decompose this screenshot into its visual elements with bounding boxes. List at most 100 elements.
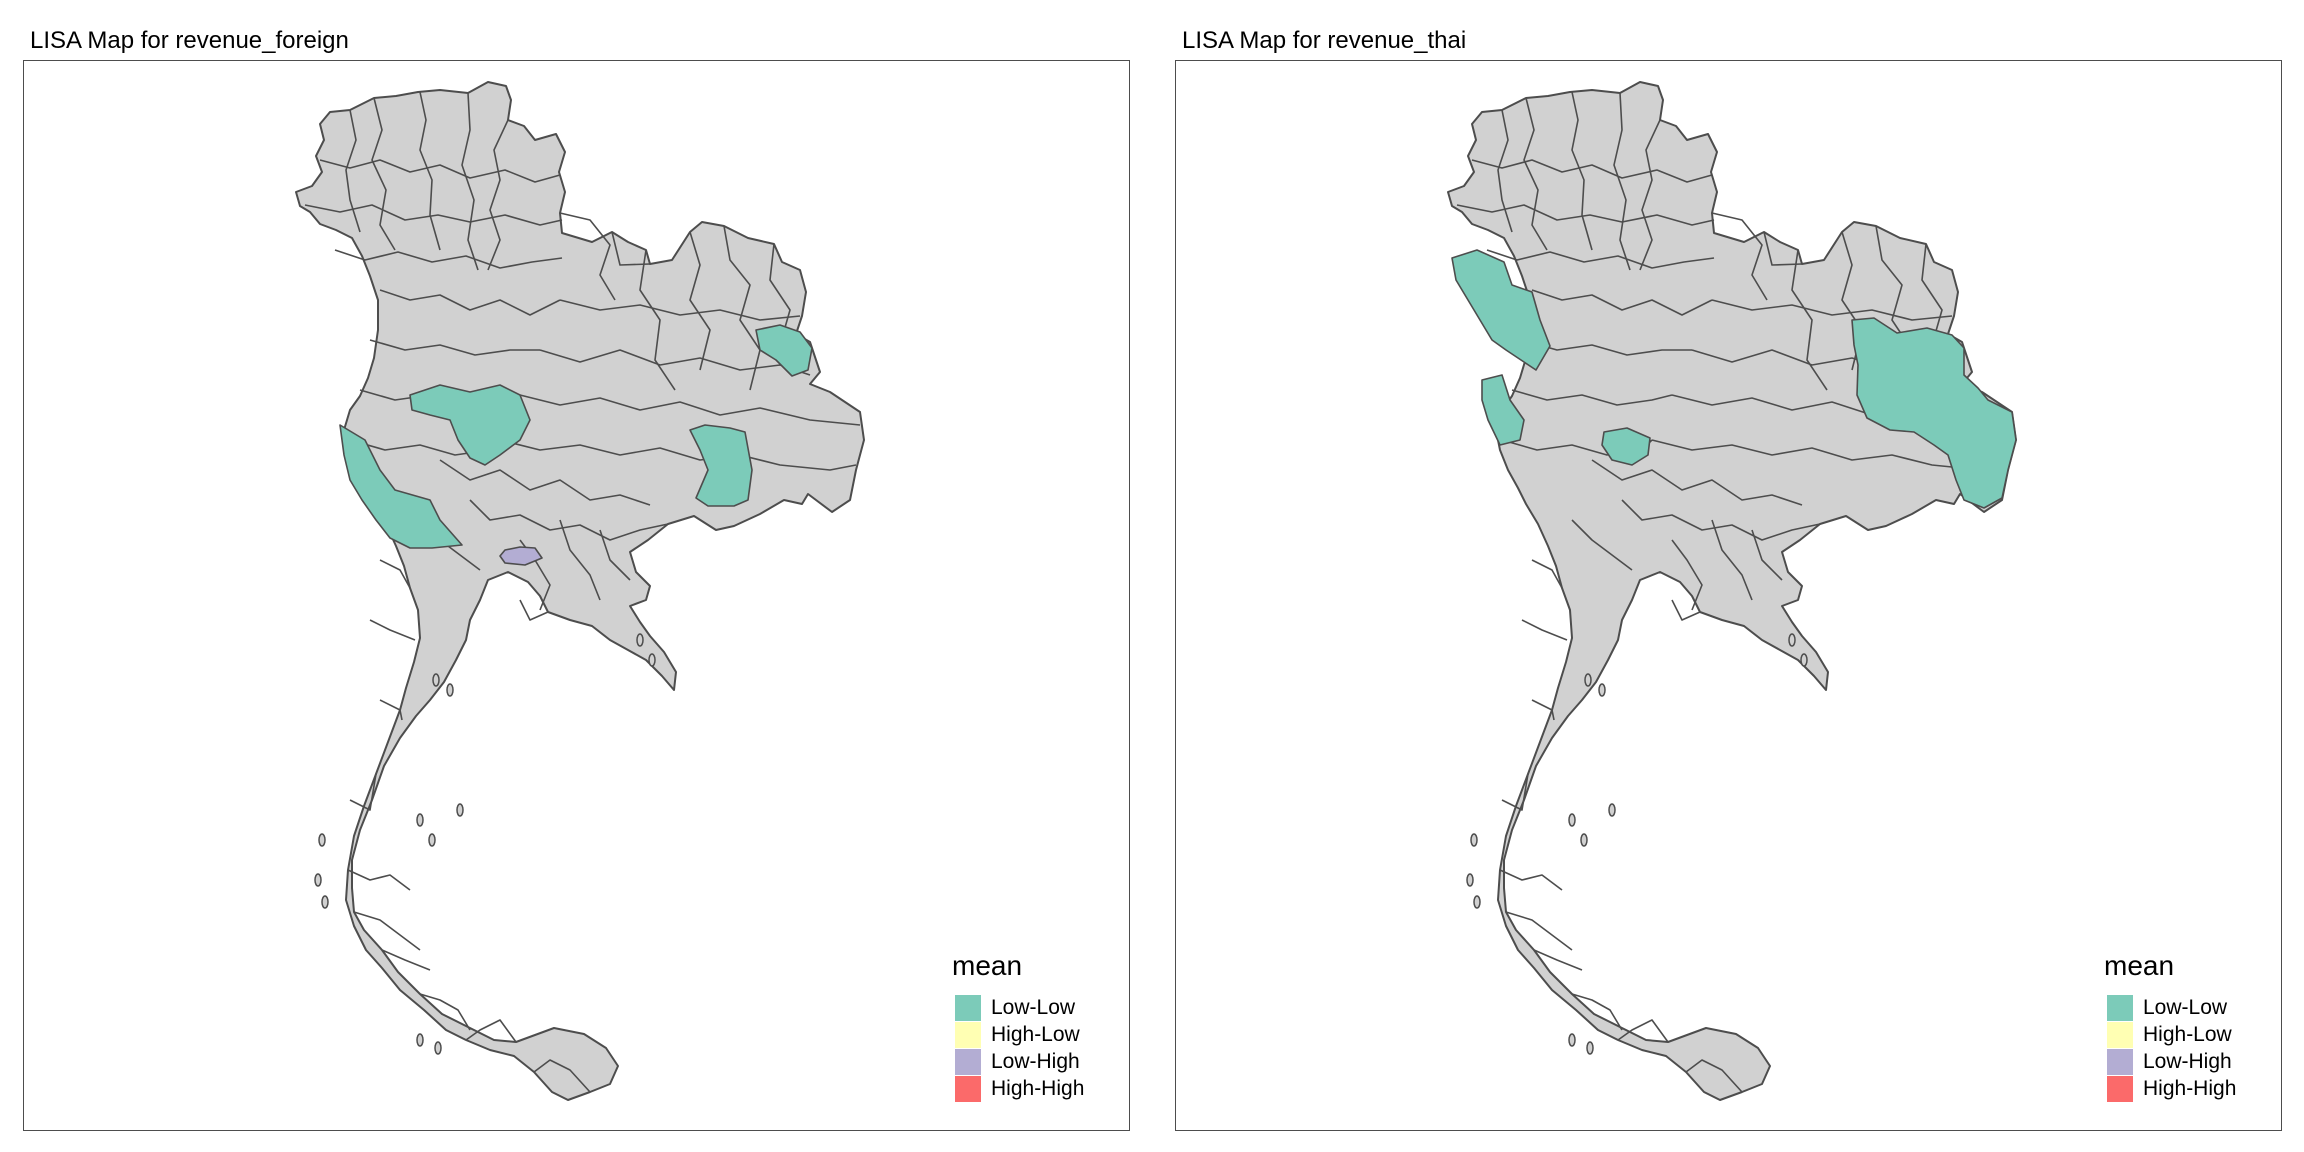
island [318, 833, 326, 847]
country-outline [295, 81, 865, 1101]
province-boundaries [304, 91, 861, 1093]
province-boundary [723, 225, 761, 391]
province-boundary [469, 499, 669, 541]
map-frame [23, 60, 1130, 1131]
island [1580, 833, 1588, 847]
lisa-region-low-low [755, 324, 813, 377]
province-boundary [1711, 519, 1753, 601]
island [314, 873, 322, 887]
province-boundary [533, 1059, 591, 1093]
province-boundary [319, 159, 561, 183]
province-boundary [349, 773, 377, 811]
lisa-region-low-high [499, 546, 543, 566]
lisa-region-low-low [339, 424, 463, 549]
legend-label: High-Low [2143, 1023, 2232, 1046]
lisa-cluster-regions [1451, 249, 2017, 509]
province-boundary [379, 699, 403, 721]
province-boundary [1791, 249, 1828, 391]
province-boundary [1511, 389, 1673, 406]
province-boundary [1571, 91, 1593, 251]
island [648, 653, 656, 667]
province-boundary [369, 339, 540, 356]
province-boundary [371, 97, 396, 251]
province-boundary [1521, 339, 1692, 356]
province-boundary [639, 249, 676, 391]
province-boundary [559, 519, 601, 601]
map-frame [1175, 60, 2282, 1131]
province-boundary [419, 91, 441, 251]
province-boundary [1523, 97, 1548, 251]
province-boundary [345, 109, 361, 233]
province-boundary [1499, 869, 1563, 891]
lisa-region-low-low [1451, 249, 1551, 371]
island [432, 673, 440, 687]
province-boundary [1531, 699, 1555, 721]
province-boundary [1571, 519, 1633, 571]
legend-swatch [2107, 1022, 2133, 1048]
lisa-cluster-regions [339, 324, 813, 566]
province-boundary [1751, 529, 1783, 581]
island [321, 895, 329, 909]
province-boundary [689, 231, 711, 371]
legend-label: High-Low [991, 1023, 1080, 1046]
legend-title: mean [2104, 950, 2175, 981]
province-boundary [539, 349, 811, 376]
island [1608, 803, 1616, 817]
island [1586, 1041, 1594, 1055]
legend-label: High-High [2143, 1077, 2237, 1100]
province-boundary [611, 231, 651, 266]
province-boundary [1711, 299, 1953, 321]
legend-swatch [2107, 1076, 2133, 1102]
province-boundary [379, 559, 411, 589]
thailand-map [295, 81, 865, 1101]
lisa-region-low-low [1851, 317, 2017, 509]
island [1800, 653, 1808, 667]
province-boundary [353, 911, 421, 951]
province-boundary [559, 212, 616, 301]
province-boundary [487, 119, 509, 271]
province-boundary [439, 459, 651, 506]
island [416, 1033, 424, 1047]
island [416, 813, 424, 827]
legend-swatch [955, 995, 981, 1021]
province-boundary [465, 1019, 517, 1043]
island [1788, 633, 1796, 647]
legend-label: Low-High [991, 1050, 1080, 1073]
province-boundary [347, 869, 411, 891]
province-boundary [1531, 289, 1713, 316]
thailand-map [1447, 81, 2017, 1101]
province-boundary [499, 439, 857, 471]
province-boundary [1531, 559, 1563, 589]
province-boundary [1613, 92, 1631, 271]
province-boundary [1505, 911, 1573, 951]
province-boundary [379, 289, 561, 316]
map-legend: mean Low-Low High-Low Low-High High-High [952, 950, 1132, 1110]
province-boundary [334, 249, 563, 269]
legend-swatch [955, 1022, 981, 1048]
island [434, 1041, 442, 1055]
province-boundary [1521, 619, 1568, 641]
legend-swatch [955, 1076, 981, 1102]
map-panel-revenue-thai: LISA Map for revenue_thai mean Low-Low H… [1152, 0, 2304, 1152]
province-boundary [1571, 993, 1623, 1031]
map-legend: mean Low-Low High-Low Low-High High-High [2104, 950, 2284, 1110]
province-boundary [304, 204, 563, 226]
province-boundary [461, 92, 479, 271]
province-boundary [1711, 212, 1768, 301]
province-boundary [1671, 539, 1703, 611]
thailand-provinces-base [295, 81, 865, 1101]
island [428, 833, 436, 847]
province-boundary [419, 993, 471, 1031]
thailand-provinces-base [1447, 81, 2017, 1101]
province-boundary [381, 949, 431, 971]
province-boundary [1763, 231, 1803, 266]
province-boundary [1921, 243, 1943, 346]
province-boundary [1471, 159, 1713, 183]
lisa-region-low-low [1481, 374, 1525, 446]
island [1473, 895, 1481, 909]
legend-label: Low-Low [991, 996, 1076, 1019]
legend-label: High-High [991, 1077, 1085, 1100]
island [446, 683, 454, 697]
province-boundary [599, 529, 631, 581]
province-boundary [1621, 499, 1821, 541]
